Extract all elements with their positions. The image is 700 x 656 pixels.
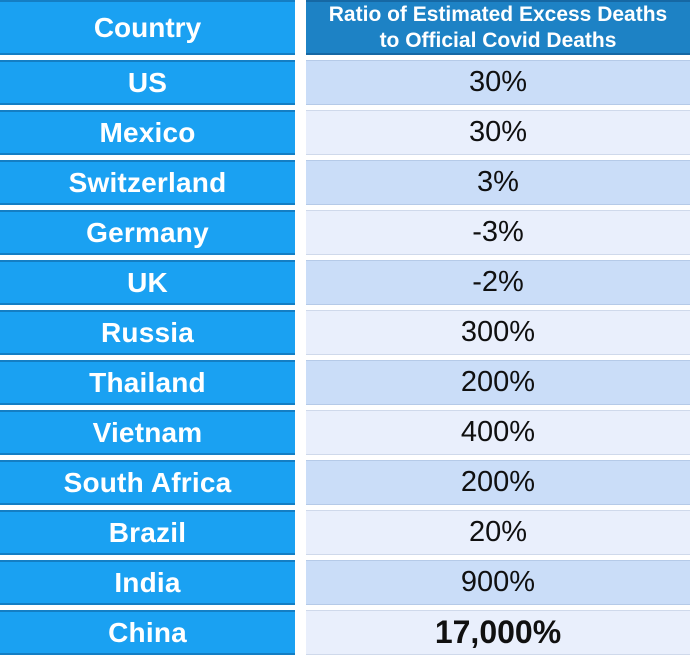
country-cell: Germany (0, 210, 295, 255)
country-cell: Brazil (0, 510, 295, 555)
ratio-column-header: Ratio of Estimated Excess Deaths to Offi… (306, 0, 690, 55)
ratio-cell: 17,000% (306, 610, 690, 655)
ratio-cell: 900% (306, 560, 690, 605)
ratio-cell: 30% (306, 110, 690, 155)
country-cell: UK (0, 260, 295, 305)
ratio-cell: 200% (306, 360, 690, 405)
country-cell: China (0, 610, 295, 655)
ratio-cell: 20% (306, 510, 690, 555)
ratio-cell: 30% (306, 60, 690, 105)
country-cell: Vietnam (0, 410, 295, 455)
country-cell: Thailand (0, 360, 295, 405)
ratio-cell: -3% (306, 210, 690, 255)
ratio-cell: 400% (306, 410, 690, 455)
country-column-header: Country (0, 0, 295, 55)
ratio-cell: 200% (306, 460, 690, 505)
ratio-cell: 300% (306, 310, 690, 355)
country-cell: Mexico (0, 110, 295, 155)
ratio-cell: 3% (306, 160, 690, 205)
country-cell: US (0, 60, 295, 105)
country-cell: Switzerland (0, 160, 295, 205)
country-cell: India (0, 560, 295, 605)
country-cell: South Africa (0, 460, 295, 505)
ratio-cell: -2% (306, 260, 690, 305)
country-cell: Russia (0, 310, 295, 355)
